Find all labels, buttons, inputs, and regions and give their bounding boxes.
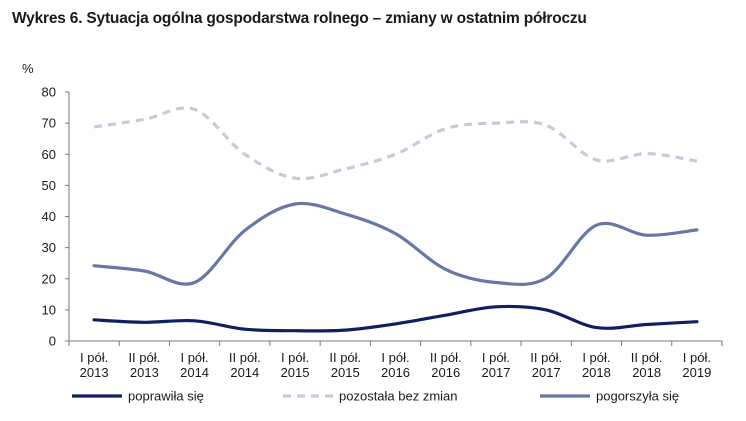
y-tick-label: 40: [42, 209, 56, 224]
chart-title: Wykres 6. Sytuacja ogólna gospodarstwa r…: [12, 10, 587, 27]
x-tick-label: II pół. 2018: [631, 350, 663, 380]
x-tick-label: I pół. 2016: [381, 350, 410, 380]
y-tick-label: 0: [49, 334, 56, 349]
y-axis-unit-label: %: [22, 61, 34, 76]
x-tick-label: II pół. 2013: [128, 350, 160, 380]
legend: poprawiła się pozostała bez zmian pogorszy…: [72, 389, 679, 404]
y-tick-label: 30: [42, 240, 56, 255]
y-tick-label: 10: [42, 302, 56, 317]
y-tick-label: 70: [42, 116, 56, 131]
x-tick-label: I pół. 2013: [80, 350, 109, 380]
y-tick-label: 60: [42, 147, 56, 162]
legend-label: pogorszyła się: [596, 389, 679, 404]
legend-label: poprawiła się: [128, 389, 204, 404]
x-tick-label: I pół. 2017: [482, 350, 511, 380]
x-tick-label: I pół. 2015: [281, 350, 310, 380]
y-tick-label: 20: [42, 271, 56, 286]
series-line-3: [92, 201, 699, 287]
x-tick-label: II pół. 2016: [430, 350, 462, 380]
x-tick-label: II pół. 2015: [329, 350, 361, 380]
x-tick-label: I pół. 2019: [682, 350, 711, 380]
x-axis-ticks: I pół. 2013 II pół. 2013 I pół. 2014 II pół. 20…: [68, 341, 723, 380]
x-tick-label: II pół. 2017: [530, 350, 562, 380]
legend-label: pozostała bez zmian: [339, 389, 458, 404]
x-tick-label: I pół. 2014: [180, 350, 209, 380]
x-tick-label: I pół. 2018: [582, 350, 611, 380]
series-lines: [92, 106, 699, 333]
series-line-2: [93, 106, 698, 181]
x-tick-label: II pół. 2014: [229, 350, 261, 380]
y-tick-label: 80: [42, 85, 56, 100]
series-line-1: [92, 304, 699, 333]
y-tick-label: 50: [42, 178, 56, 193]
y-axis-ticks: 0 10 20 30 40 50 60 70 80: [42, 85, 69, 349]
